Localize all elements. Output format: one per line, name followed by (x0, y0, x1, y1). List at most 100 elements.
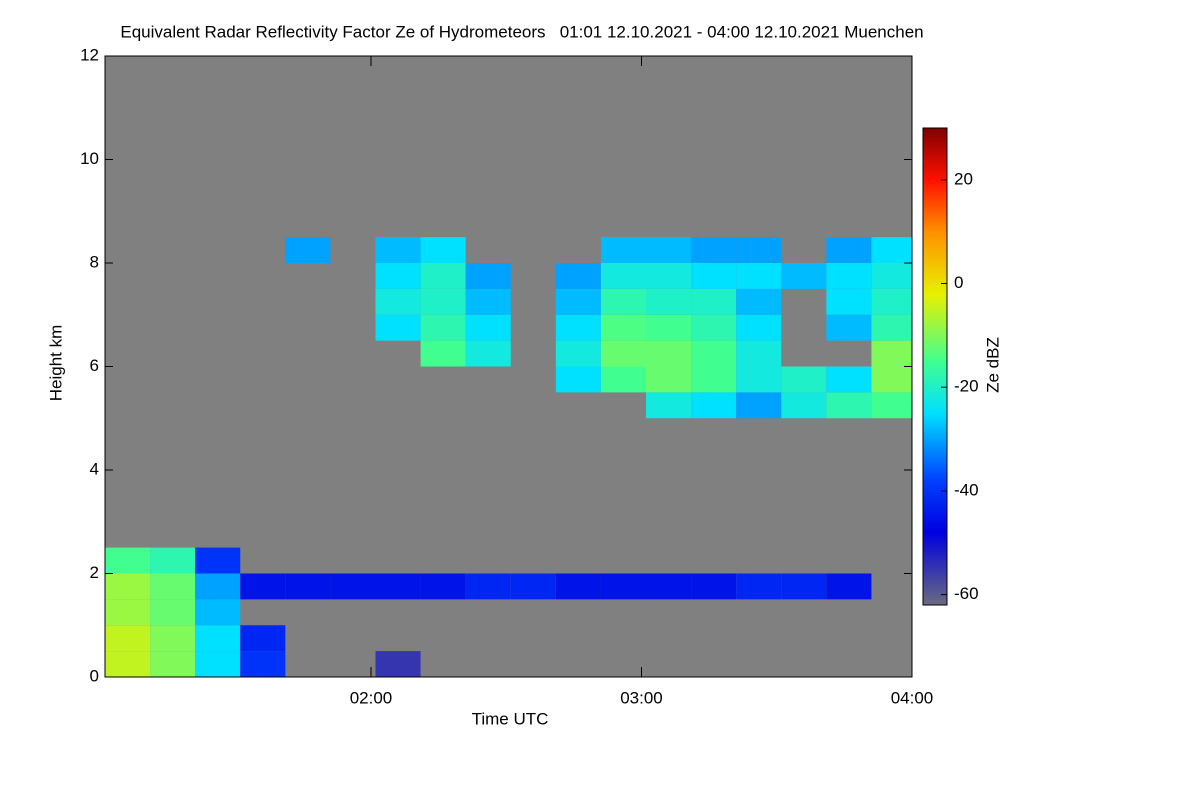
heat-cell (826, 314, 872, 341)
heat-cell (465, 340, 511, 367)
heat-cell (691, 366, 737, 393)
heat-cell (420, 573, 466, 600)
heat-cell (240, 651, 286, 677)
heat-cell (510, 573, 556, 600)
y-tick-label: 6 (90, 356, 99, 375)
heat-cell (195, 625, 241, 652)
heat-cell (691, 392, 737, 419)
heat-cell (105, 651, 151, 677)
heat-cell (826, 392, 872, 419)
heat-cell (600, 573, 647, 600)
heat-cell (465, 263, 511, 289)
heat-cell (195, 547, 241, 574)
colorbar (922, 127, 948, 606)
heat-cell (330, 573, 376, 600)
heat-cell (736, 288, 782, 315)
heat-cell (691, 340, 737, 367)
heat-cell (871, 340, 912, 367)
heat-cell (646, 288, 692, 315)
x-tick-label: 04:00 (891, 688, 934, 707)
heat-cell (105, 625, 151, 652)
heat-cell (105, 599, 151, 626)
heat-cell (375, 263, 421, 289)
x-tick-label: 03:00 (620, 688, 663, 707)
heat-cell (600, 366, 647, 393)
heat-cell (150, 547, 196, 574)
heat-cell (195, 573, 241, 600)
heat-cell (871, 263, 912, 289)
heat-cell (105, 547, 151, 574)
colorbar-tick-label: 0 (954, 273, 963, 292)
heat-cell (826, 366, 872, 393)
heat-cell (600, 263, 647, 289)
heat-cell (871, 288, 912, 315)
heat-cell (600, 288, 647, 315)
heat-cell (781, 366, 827, 393)
heat-cell (600, 237, 647, 263)
heat-cell (691, 263, 737, 289)
heat-cell (195, 651, 241, 677)
y-tick-label: 0 (90, 666, 99, 685)
y-tick-label: 12 (80, 45, 99, 64)
chart-title: Equivalent Radar Reflectivity Factor Ze … (120, 22, 923, 41)
heat-cell (871, 392, 912, 419)
y-tick-label: 2 (90, 563, 99, 582)
heat-cell (646, 366, 692, 393)
heat-cell (826, 573, 872, 600)
heat-cell (600, 340, 647, 367)
heat-cell (285, 573, 331, 600)
heat-cell (465, 573, 511, 600)
heat-cell (150, 599, 196, 626)
heat-cell (826, 263, 872, 289)
heat-cell (555, 340, 601, 367)
heat-cell (781, 263, 827, 289)
colorbar-tick-label: -40 (954, 480, 979, 499)
heat-cell (465, 314, 511, 341)
heat-cell (375, 314, 421, 341)
x-tick-label: 02:00 (350, 688, 393, 707)
heat-cell (646, 392, 692, 419)
heat-cell (600, 314, 647, 341)
heat-cell (375, 651, 421, 677)
heat-cell (150, 651, 196, 677)
y-tick-label: 8 (90, 252, 99, 271)
heat-cell (736, 366, 782, 393)
heat-cell (691, 288, 737, 315)
heat-cell (736, 237, 782, 263)
heat-cell (420, 237, 466, 263)
heat-cell (555, 263, 601, 289)
x-axis-label: Time UTC (472, 709, 549, 728)
heat-cell (420, 340, 466, 367)
colorbar-tick-label: -60 (954, 584, 979, 603)
heat-cell (420, 263, 466, 289)
heat-cell (420, 314, 466, 341)
heat-cell (646, 340, 692, 367)
colorbar-tick-label: 20 (954, 169, 973, 188)
heat-cell (826, 288, 872, 315)
heat-cell (195, 599, 241, 626)
heat-cell (736, 263, 782, 289)
heat-cell (285, 237, 331, 263)
heat-cell (691, 573, 737, 600)
heat-cell (691, 314, 737, 341)
y-tick-label: 10 (80, 149, 99, 168)
heat-cell (375, 288, 421, 315)
heat-cell (555, 366, 601, 393)
heat-cell (646, 263, 692, 289)
heat-cell (375, 573, 421, 600)
heat-cell (375, 237, 421, 263)
heat-cell (150, 625, 196, 652)
heat-cell (646, 314, 692, 341)
heat-cell (420, 288, 466, 315)
heat-cell (871, 237, 912, 263)
colorbar-label: Ze dBZ (983, 337, 1002, 393)
y-axis-label: Height km (46, 325, 65, 402)
heat-cell (691, 237, 737, 263)
heat-cell (781, 392, 827, 419)
heat-cell (150, 573, 196, 600)
heat-cell (871, 314, 912, 341)
heat-cell (736, 392, 782, 419)
colorbar-tick-label: -20 (954, 377, 979, 396)
heat-cell (240, 625, 286, 652)
